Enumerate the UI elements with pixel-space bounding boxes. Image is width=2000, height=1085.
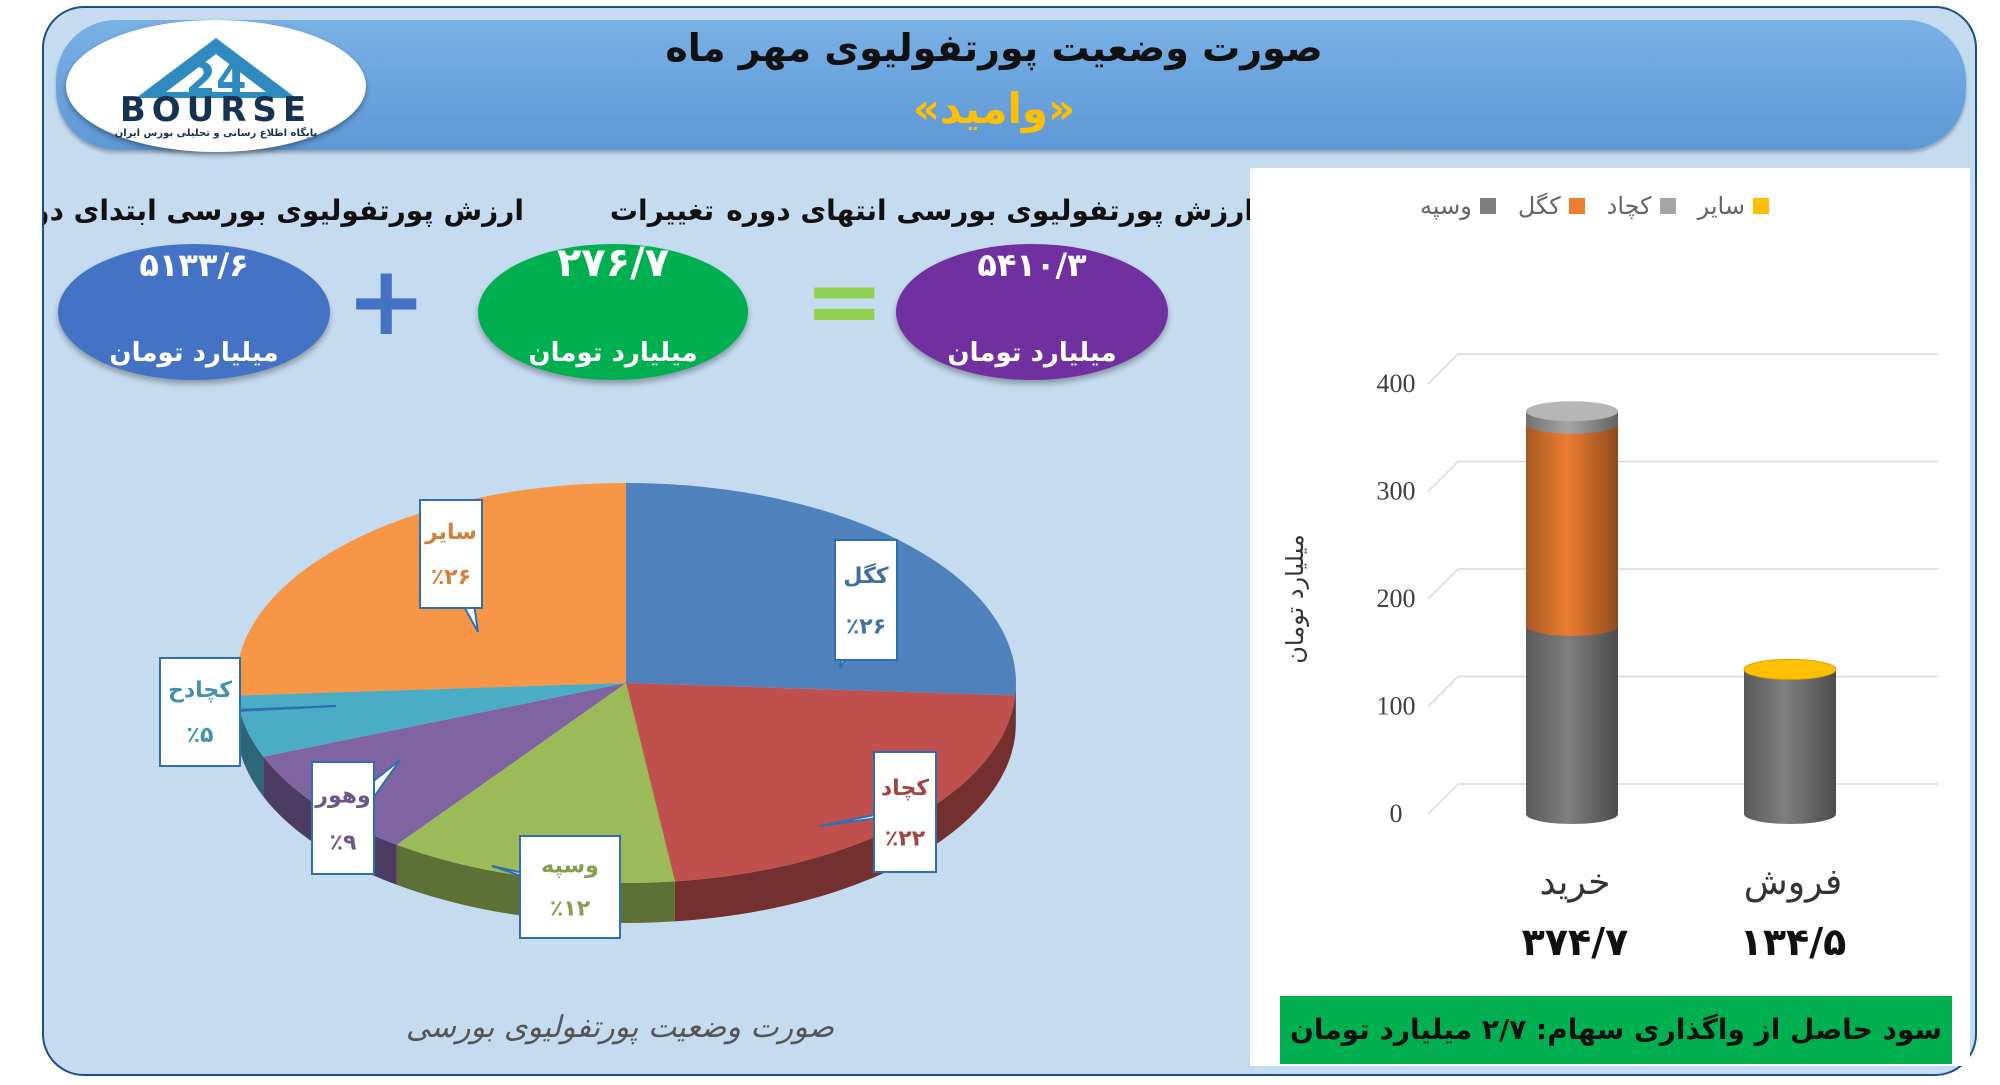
pie-callout: کچاد ٪۲۲ xyxy=(819,751,937,873)
legend-swatch xyxy=(1659,198,1676,214)
equals-sign: = xyxy=(804,245,885,357)
legend-item: کگل xyxy=(1518,192,1585,220)
pie-callout: وهور ٪۹ xyxy=(311,759,401,875)
start-value-label: ارزش پورتفولیوی بورسی ابتدای دوره xyxy=(42,194,524,227)
pie-callout: وسپه ٪۱۲ xyxy=(491,835,621,939)
legend-item: کچاد xyxy=(1607,192,1676,220)
pie-callout: سایر ٪۲۶ xyxy=(419,499,483,633)
legend-label: سایر xyxy=(1697,192,1745,220)
company-title: «وامید» xyxy=(912,84,1076,133)
page-title: صورت وضعیت پورتفولیوی مهر ماه xyxy=(665,26,1323,70)
bar-category-sell: فروش xyxy=(1743,862,1843,903)
pie-label: وهور xyxy=(314,783,370,808)
pie-value-label: ٪۲۲ xyxy=(885,827,926,852)
pie-slice xyxy=(396,683,675,883)
profit-note: سود حاصل از واگذاری سهام: ۲/۷ میلیارد تو… xyxy=(1280,996,1952,1064)
legend-swatch xyxy=(1568,198,1585,214)
pie-caption: صورت وضعیت پورتفولیوی بورسی xyxy=(405,1010,835,1045)
pie-value-label: ٪۹ xyxy=(330,830,357,855)
end-value-label: ارزش پورتفولیوی بورسی انتهای دوره xyxy=(726,194,1254,227)
legend-swatch xyxy=(1479,198,1496,214)
start-value-unit: میلیارد تومان xyxy=(109,338,279,368)
pie-callout: کگل ٪۲۶ xyxy=(834,539,898,669)
pie-slice-side xyxy=(236,695,264,797)
pie-value-label: ٪۲۶ xyxy=(431,565,471,590)
change-value: ۲۷۶/۷ xyxy=(556,240,670,286)
pie-slice-side xyxy=(674,695,1016,922)
legend-item: سایر xyxy=(1698,192,1769,220)
pie-slice xyxy=(236,683,626,757)
pie-value-label: ٪۵ xyxy=(187,723,214,748)
header-band xyxy=(56,20,1966,150)
pie-label: وسپه xyxy=(541,854,599,879)
legend-item: وسپه xyxy=(1420,192,1496,220)
bar-legend: وسپه کگل کچاد سایر xyxy=(1420,186,1840,226)
pie-value-label: ٪۱۲ xyxy=(550,897,591,922)
bar-total-sell: ۱۳۴/۵ xyxy=(1739,920,1847,964)
pie-chart: کگل ٪۲۶ کچاد ٪۲۲ وسپه ٪۱۲ وهور ٪۹ کچادح ٪۵ سایر ٪۲۶ xyxy=(159,483,1016,939)
end-value: ۵۴۱۰/۳ xyxy=(977,246,1087,284)
change-value-unit: میلیارد تومان xyxy=(528,338,698,368)
start-value-ellipse: ۵۱۳۳/۶ میلیارد تومان xyxy=(58,244,330,380)
change-value-label: تغییرات xyxy=(609,194,715,227)
legend-label: کچاد xyxy=(1606,192,1652,220)
logo: 24 BOURSE پایگاه اطلاع رسانی و تحلیلی بو… xyxy=(66,20,366,152)
pie-value-label: ٪۲۶ xyxy=(846,615,886,640)
logo-word: BOURSE xyxy=(119,90,313,130)
pie-slice xyxy=(626,483,1016,696)
legend-label: کگل xyxy=(1517,192,1561,220)
legend-label: وسپه xyxy=(1420,192,1472,220)
plus-sign: + xyxy=(346,245,427,357)
pie-slice xyxy=(626,683,1016,882)
bar-category-buy: خرید xyxy=(1539,862,1611,903)
change-value-ellipse: ۲۷۶/۷ میلیارد تومان xyxy=(478,240,748,380)
pie-slice-side xyxy=(1015,683,1016,736)
bar-total-buy: ۳۷۴/۷ xyxy=(1521,920,1629,964)
pie-callout: کچادح ٪۵ xyxy=(159,657,337,767)
y-axis-title: میلیارد تومان xyxy=(1281,534,1309,664)
pie-label: سایر xyxy=(424,520,477,545)
end-value-ellipse: ۵۴۱۰/۳ میلیارد تومان xyxy=(896,244,1168,380)
logo-mark-icon: 24 xyxy=(136,38,296,105)
pie-label: کچاد xyxy=(881,776,929,801)
start-value: ۵۱۳۳/۶ xyxy=(139,246,249,284)
legend-swatch xyxy=(1752,198,1769,214)
pie-label: کچادح xyxy=(168,678,232,703)
end-value-unit: میلیارد تومان xyxy=(947,338,1117,368)
svg-text:24: 24 xyxy=(185,54,246,105)
pie-label: کگل xyxy=(843,562,888,589)
logo-tagline: پایگاه اطلاع رسانی و تحلیلی بورس ایران xyxy=(114,128,318,139)
